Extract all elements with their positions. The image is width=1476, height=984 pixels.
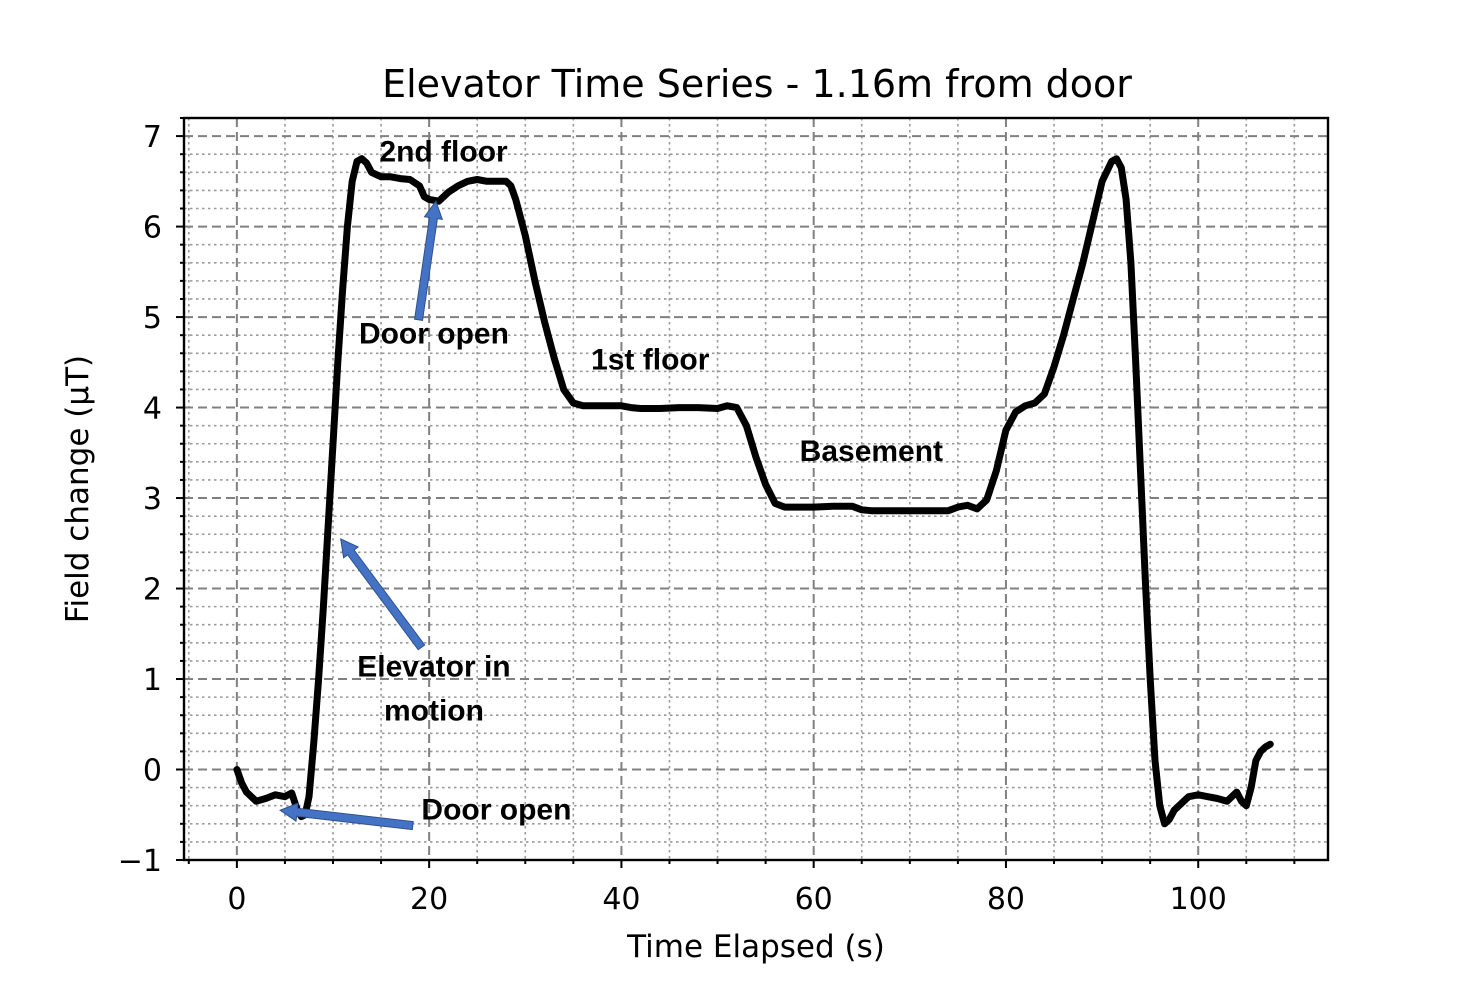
y-tick-label: 0 — [143, 754, 162, 789]
x-tick-label: 0 — [227, 882, 246, 917]
ticks-group: 0 20 40 60 80 100 −1 0 1 2 3 4 5 6 7 — [118, 117, 1296, 917]
chart-title: Elevator Time Series - 1.16m from door — [382, 62, 1132, 106]
y-axis-label: Field change (μT) — [60, 355, 96, 623]
x-tick-label: 80 — [987, 882, 1025, 917]
annotation-arrow — [340, 537, 426, 651]
annotation-arrow — [279, 802, 414, 831]
annotation-arrow — [414, 200, 444, 321]
plot-frame — [182, 116, 1330, 862]
x-axis-label: Time Elapsed (s) — [626, 929, 885, 965]
y-tick-label: −1 — [118, 844, 162, 879]
annotations-group: 2nd floor Door open 1st floor Basement Eleva… — [279, 135, 943, 831]
x-tick-label: 20 — [410, 882, 448, 917]
annotation-label: Basement — [800, 435, 943, 468]
x-tick-label: 40 — [602, 882, 640, 917]
annotation-label: Door open — [359, 317, 509, 350]
y-tick-label: 1 — [143, 663, 162, 698]
x-tick-label: 60 — [795, 882, 833, 917]
series-group — [233, 155, 1274, 828]
y-tick-label: 7 — [143, 120, 162, 155]
y-tick-label: 6 — [143, 211, 162, 246]
annotation-line: motion — [384, 694, 484, 727]
y-tick-label: 3 — [143, 482, 162, 517]
series-line — [233, 155, 1274, 828]
annotation-label: Door open — [421, 793, 571, 826]
annotation-label: 1st floor — [591, 344, 710, 377]
y-tick-label: 2 — [143, 573, 162, 608]
annotation-label: 2nd floor — [379, 135, 508, 168]
y-tick-label: 4 — [143, 392, 162, 427]
annotation-line: Elevator in — [357, 650, 510, 683]
y-tick-label: 5 — [143, 301, 162, 336]
x-tick-label: 100 — [1170, 882, 1227, 917]
annotation-label: Elevator in motion — [357, 650, 510, 727]
